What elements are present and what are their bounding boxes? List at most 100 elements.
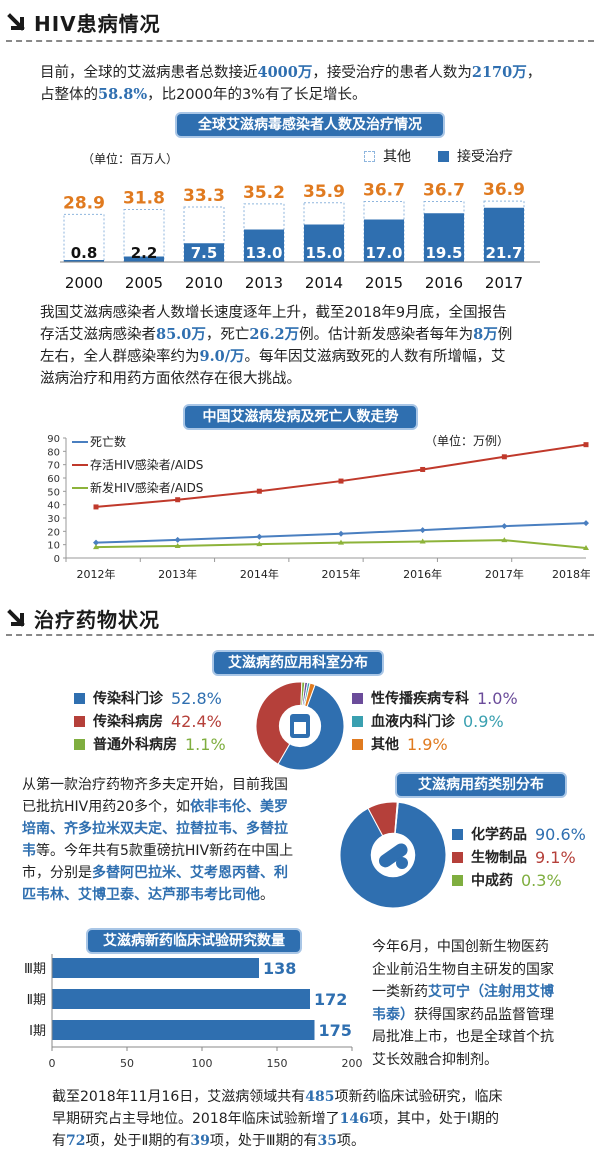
legend-value: 1.0% [477,688,518,708]
y-tick-label: 50 [47,487,60,498]
hospital-icon-window [294,722,306,734]
x-tick-label: 2017年 [485,567,524,581]
chart1-title-banner: 全球艾滋病毒感染者人数及治疗情况 [175,112,445,138]
y-category-label: Ⅲ期 [24,962,46,977]
bar-treated [64,260,104,262]
pie-legend-item: 生物制品 9.1% [452,847,576,867]
x-tick-label: 2015年 [322,567,361,581]
bar-treated [424,213,464,262]
x-tick-label: 2012年 [77,567,116,581]
series-point [174,536,181,543]
section-header-hiv: HIV患病情况 [6,8,161,37]
legend-value: 0.9% [463,711,504,731]
x-tick-label: 2014年 [240,567,279,581]
bar-treated-label: 19.5 [425,244,462,262]
bar-treated-label: 21.7 [485,244,522,262]
x-tick-label: 0 [49,1057,56,1070]
bar-total-label: 36.9 [483,180,525,200]
series-point [338,530,344,537]
legend-swatch-other [364,150,375,162]
pie-legend-item: 其他 1.9% [352,734,448,754]
pie-legend-item: 性传播疾病专科 1.0% [352,688,518,708]
x-tick-label: 100 [192,1057,213,1070]
hbar-value-label: 172 [314,990,347,1009]
hbar [52,989,310,1009]
pie-legend-item: 普通外科病房 1.1% [74,734,226,754]
bar-total-label: 33.3 [183,186,225,206]
y-tick-label: 40 [47,501,60,512]
chart3-pie-chart [255,681,345,771]
pill-icon [396,857,408,869]
series-point [338,539,344,545]
series-point [583,520,589,527]
chart5-title-banner: 艾滋病新药临床试验研究数量 [86,928,302,954]
chart4-title-banner: 艾滋病用药类别分布 [395,772,567,798]
legend-swatch [74,692,85,704]
x-tick-label: 200 [342,1057,363,1070]
y-tick-label: 80 [47,447,60,458]
legend-swatch [452,851,463,863]
series-point [93,544,99,550]
divider [6,40,594,42]
legend-swatch [74,738,85,750]
bar-total-label: 28.9 [63,193,105,213]
hbar-value-label: 175 [319,1021,352,1040]
section-header-drugs: 治疗药物状况 [6,604,160,633]
legend-label: 新发HIV感染者/AIDS [90,480,203,495]
y-tick-label: 70 [47,461,60,472]
bar-treated [244,229,284,262]
series-line [95,443,587,508]
y-tick-label: 20 [47,527,60,538]
series-point [174,543,181,548]
bar-treated [124,256,164,262]
bar-treated-label: 7.5 [191,244,218,262]
x-tick-label: 2017 [485,274,523,292]
x-tick-label: 2013年 [158,567,197,581]
section-title: 治疗药物状况 [34,608,160,632]
bar-treated [304,224,344,262]
y-tick-label: 10 [47,541,60,552]
bar-treated-label: 15.0 [305,244,342,262]
legend-value: 1.9% [407,734,448,754]
series-point [501,454,507,460]
y-category-label: Ⅱ期 [27,993,46,1008]
x-tick-label: 50 [120,1057,134,1070]
chart5-hbar-chart: 138 Ⅲ期 172 Ⅱ期 175 Ⅰ期 0 50 100 150 200 [24,954,363,1070]
legend-swatch [452,828,463,840]
capsule-icon [379,843,408,868]
bar-treated-label: 0.8 [71,244,98,262]
bar-treated [364,219,404,262]
bar-other [63,213,105,263]
bar-treated-label: 13.0 [245,244,282,262]
x-tick-label: 2014 [305,274,343,292]
legend-label: 性传播疾病专科 [371,691,469,707]
legend-label: 血液内科门诊 [371,714,455,730]
series-point [419,538,426,544]
series-point [256,488,262,494]
pie-legend-item: 化学药品 90.6% [452,824,586,844]
series-point [501,523,508,530]
x-tick-label: 2000 [65,274,103,292]
y-tick-label: 0 [54,554,60,565]
legend-label: 中成药 [471,873,513,889]
x-tick-label: 2016 [425,274,463,292]
chart1-legend-other: 其他 [364,146,411,166]
legend-label: 死亡数 [90,434,126,449]
legend-label: 传染科门诊 [93,691,163,707]
chart1-bar-chart: 28.9 0.8 2000 31.8 2.2 2005 33.3 7.5 2010 35.2 13.… [60,180,540,292]
pie-legend-item: 中成药 0.3% [452,870,562,890]
bar-total-label: 35.2 [243,183,285,203]
series-point [583,545,589,550]
chart4-pie-chart [339,801,447,909]
x-tick-label: 150 [267,1057,288,1070]
arrow-down-right-icon [6,608,28,630]
arrow-down-right-icon [6,12,28,34]
legend-swatch [352,692,363,704]
pie-legend-item: 传染科门诊 52.8% [74,688,222,708]
bar-total-label: 31.8 [123,189,165,209]
intro-paragraph: 目前，全球的艾滋病患者总数接近4000万，接受治疗的患者人数为2170万， 占整… [40,64,542,103]
pie-slice [255,681,303,765]
bar-other [123,209,165,263]
legend-swatch [452,874,463,886]
x-tick-label: 2015 [365,274,403,292]
